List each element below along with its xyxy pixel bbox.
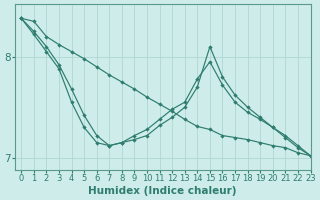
- X-axis label: Humidex (Indice chaleur): Humidex (Indice chaleur): [89, 186, 237, 196]
